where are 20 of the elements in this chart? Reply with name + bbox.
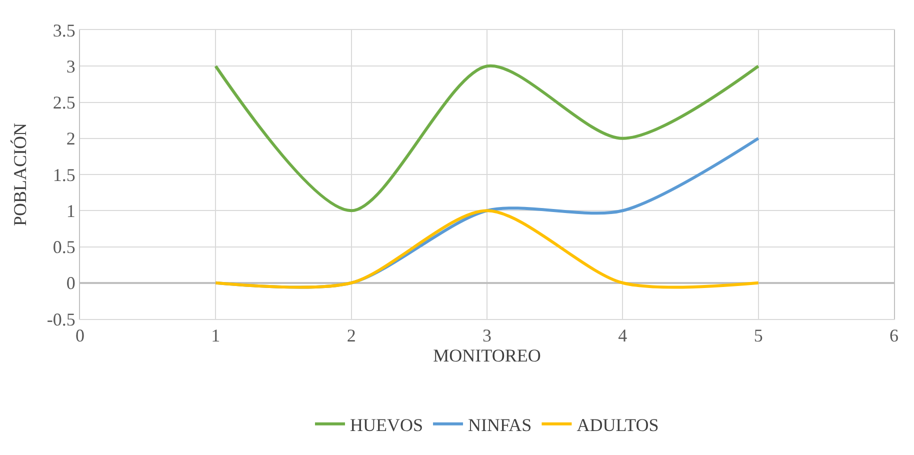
- y-tick-label: 3: [66, 56, 76, 76]
- x-tick-label: 2: [346, 326, 356, 346]
- legend-label: NINFAS: [468, 414, 532, 435]
- y-tick-label: 2: [66, 128, 76, 149]
- y-tick-label: 1.5: [52, 164, 76, 185]
- x-axis-title: MONITOREO: [433, 346, 541, 366]
- y-tick-label: 0: [66, 273, 76, 294]
- y-tick-label: 1: [66, 200, 76, 221]
- x-tick-label: 3: [482, 326, 492, 346]
- y-tick-label: 0.5: [52, 237, 76, 258]
- y-tick-label: 2.5: [52, 92, 76, 113]
- x-tick-label: 1: [211, 326, 220, 346]
- x-tick-label: 4: [618, 326, 628, 346]
- legend-label: HUEVOS: [350, 414, 424, 435]
- y-tick-label: 3.5: [52, 20, 76, 40]
- x-tick-label: 5: [754, 326, 763, 346]
- y-tick-label: -0.5: [46, 309, 76, 330]
- y-axis-title: POBLACIÓN: [10, 122, 30, 226]
- x-tick-label: 6: [890, 326, 898, 346]
- legend-label: ADULTOS: [576, 414, 659, 435]
